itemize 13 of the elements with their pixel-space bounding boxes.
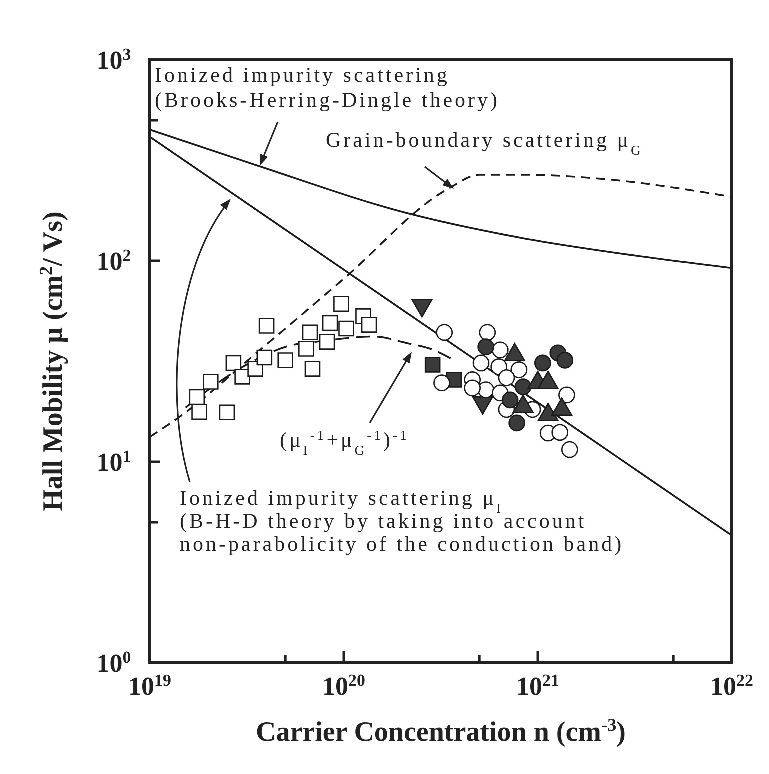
y-tick-label: 10$^{0}$ [96,648,132,678]
y-tick-label: 10$^{1}$ [96,446,132,477]
y-tick-label: 10$^{3}$ [96,44,132,75]
x-axis-title: Carrier Concentration n (cm$^{-3}$) [256,715,626,748]
x-tick-label: 10$^{20}$ [322,670,366,701]
x-tick-label: 10$^{22}$ [710,670,754,701]
annotation: Ionized impurity scattering (Brooks-Herring-Dingle theory) [155,63,500,112]
annotation: Grain-boundary scattering μ$_{G}$ [326,128,644,158]
annotation: (μ$_{I}$$^{-1}$+μ$_{G}$$^{-1}$)$^{-1}$ [280,428,410,458]
annotation: Ionized impurity scattering μ$_{I}$ (B-H-D theory by taking into account non-parabolicity of the conduction band) [180,486,624,556]
x-tick-label: 10$^{21}$ [516,670,560,701]
x-tick-label: 10$^{19}$ [128,670,172,701]
y-tick-label: 10$^{2}$ [96,246,132,276]
